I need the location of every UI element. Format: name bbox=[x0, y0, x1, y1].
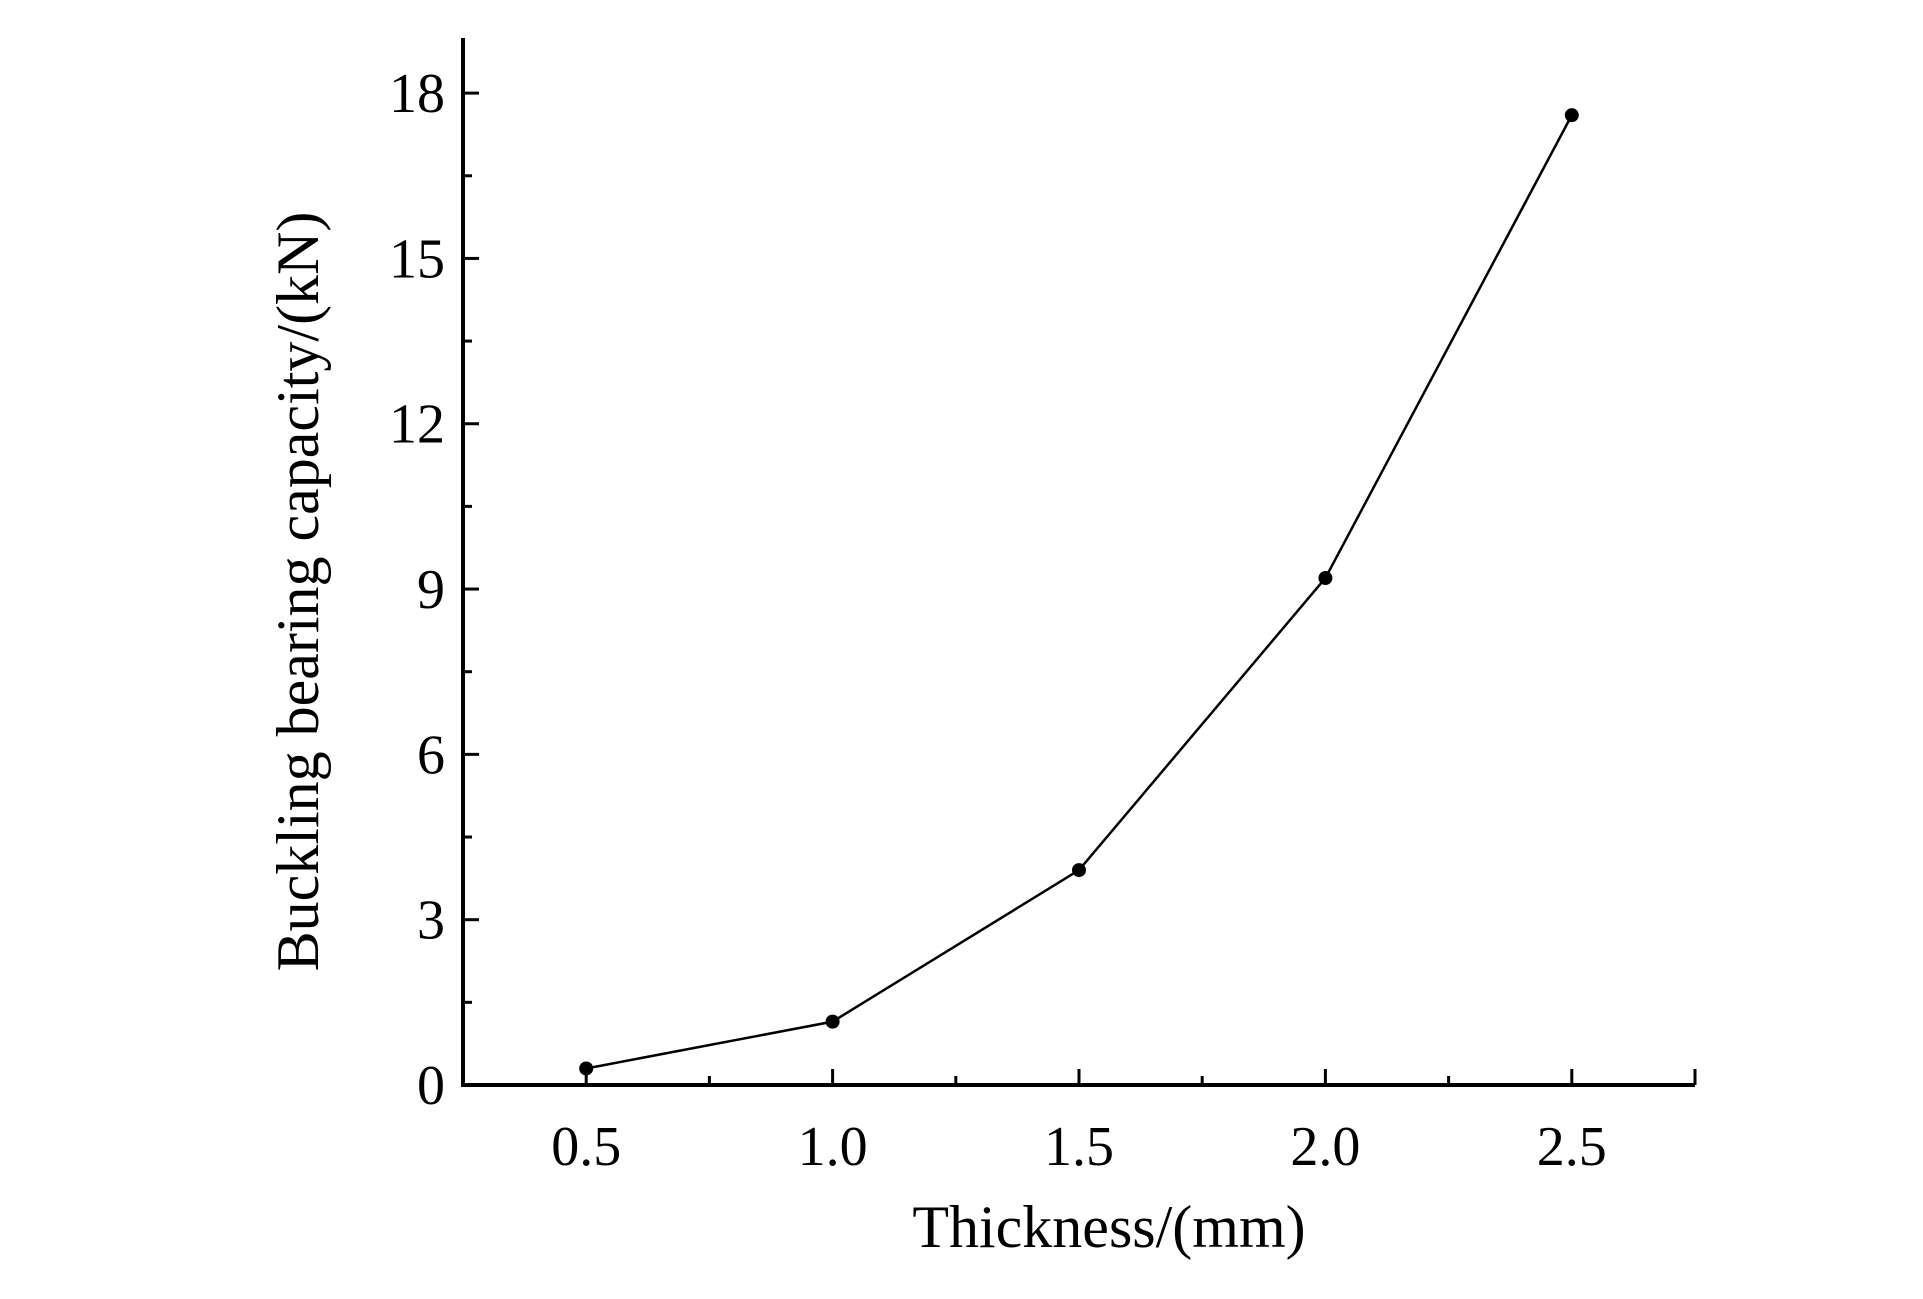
y-tick-label: 18 bbox=[389, 63, 445, 125]
x-tick-label: 1.5 bbox=[1044, 1116, 1114, 1178]
data-point bbox=[1318, 571, 1333, 586]
y-axis-title: Buckling bearing capacity/(kN) bbox=[265, 212, 331, 972]
x-ticks: 0.5 1.0 1.5 2.0 2.5 bbox=[551, 1069, 1697, 1178]
x-tick-label: 0.5 bbox=[551, 1116, 621, 1178]
x-tick-label: 2.5 bbox=[1537, 1116, 1607, 1178]
data-point bbox=[579, 1061, 594, 1076]
y-tick-label: 15 bbox=[389, 228, 445, 290]
data-point bbox=[1072, 863, 1086, 878]
y-tick-label: 9 bbox=[417, 559, 445, 621]
data-point bbox=[825, 1014, 840, 1029]
data-series bbox=[579, 108, 1579, 1076]
axes bbox=[461, 38, 1695, 1087]
y-ticks: 0 3 6 9 12 15 18 bbox=[389, 63, 479, 1117]
y-tick-label: 6 bbox=[417, 724, 445, 786]
y-tick-label: 12 bbox=[389, 394, 445, 456]
y-tick-label: 0 bbox=[417, 1055, 445, 1117]
y-tick-label: 3 bbox=[417, 890, 445, 952]
series-line bbox=[585, 114, 1573, 1070]
x-tick-label: 1.0 bbox=[798, 1116, 868, 1178]
x-tick-label: 2.0 bbox=[1290, 1116, 1360, 1178]
data-point bbox=[1564, 108, 1579, 123]
x-axis-title: Thickness/(mm) bbox=[912, 1194, 1305, 1260]
